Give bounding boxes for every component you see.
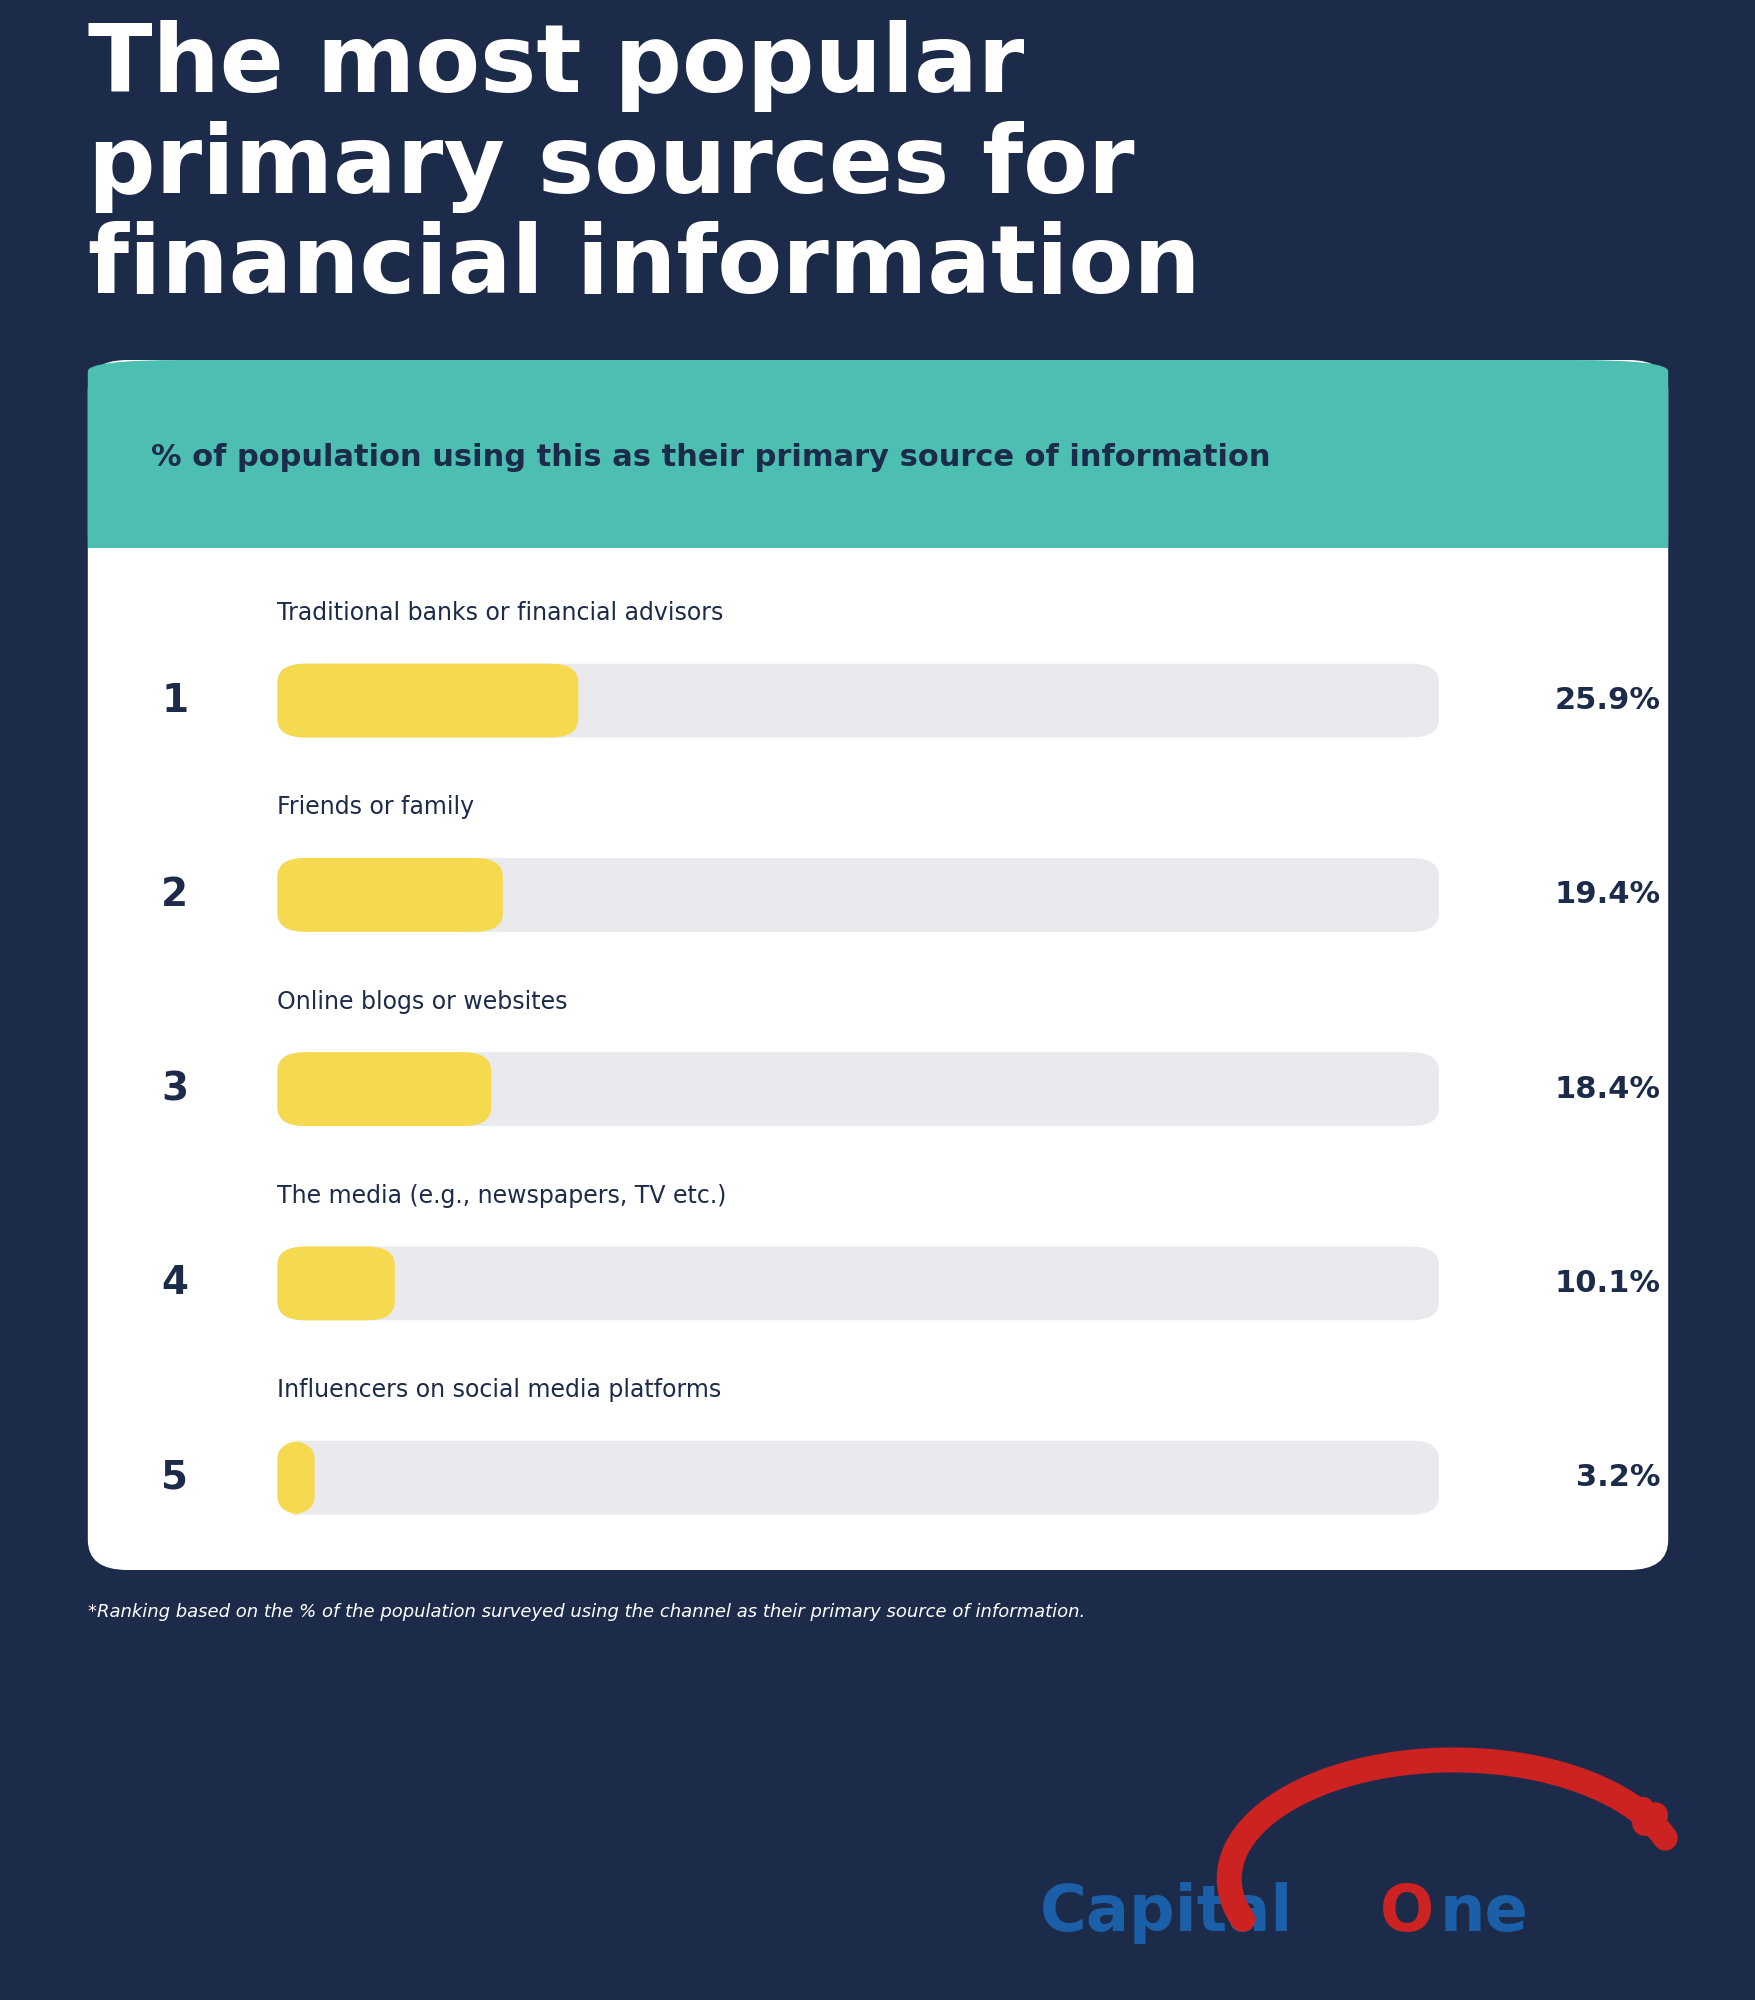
Text: 2: 2 bbox=[161, 876, 188, 914]
FancyBboxPatch shape bbox=[277, 858, 502, 932]
FancyBboxPatch shape bbox=[88, 360, 1667, 1570]
Text: Influencers on social media platforms: Influencers on social media platforms bbox=[277, 1378, 721, 1402]
Text: 4: 4 bbox=[161, 1264, 188, 1302]
Text: *Ranking based on the % of the population surveyed using the channel as their pr: *Ranking based on the % of the populatio… bbox=[88, 1604, 1085, 1620]
Text: 5: 5 bbox=[161, 1458, 188, 1496]
Text: Friends or family: Friends or family bbox=[277, 796, 474, 820]
Text: 10.1%: 10.1% bbox=[1553, 1268, 1660, 1298]
Text: Traditional banks or financial advisors: Traditional banks or financial advisors bbox=[277, 602, 723, 626]
Text: Capital: Capital bbox=[1039, 1882, 1292, 1944]
Text: capitalone.co.uk/blog/social-media-finance-report: capitalone.co.uk/blog/social-media-finan… bbox=[88, 1868, 907, 1896]
FancyBboxPatch shape bbox=[277, 1440, 314, 1514]
Text: Online blogs or websites: Online blogs or websites bbox=[277, 990, 567, 1014]
Text: 25.9%: 25.9% bbox=[1553, 686, 1660, 716]
Text: ne: ne bbox=[1439, 1882, 1529, 1944]
FancyBboxPatch shape bbox=[277, 1052, 1439, 1126]
Text: The media (e.g., newspapers, TV etc.): The media (e.g., newspapers, TV etc.) bbox=[277, 1184, 727, 1208]
Text: 19.4%: 19.4% bbox=[1553, 880, 1660, 910]
Text: 18.4%: 18.4% bbox=[1553, 1074, 1660, 1104]
Text: 1: 1 bbox=[161, 682, 188, 720]
FancyBboxPatch shape bbox=[277, 664, 577, 738]
Text: Find out more at:: Find out more at: bbox=[88, 1772, 290, 1796]
Text: O: O bbox=[1379, 1882, 1434, 1944]
FancyBboxPatch shape bbox=[277, 858, 1439, 932]
Text: % of population using this as their primary source of information: % of population using this as their prim… bbox=[151, 444, 1271, 472]
FancyBboxPatch shape bbox=[277, 1052, 491, 1126]
FancyBboxPatch shape bbox=[277, 1246, 395, 1320]
Text: 3: 3 bbox=[161, 1070, 188, 1108]
FancyBboxPatch shape bbox=[277, 1440, 1439, 1514]
Text: 3.2%: 3.2% bbox=[1574, 1464, 1660, 1492]
FancyBboxPatch shape bbox=[88, 454, 1667, 548]
FancyBboxPatch shape bbox=[277, 664, 1439, 738]
Text: The most popular
primary sources for
financial information: The most popular primary sources for fin… bbox=[88, 20, 1200, 314]
FancyBboxPatch shape bbox=[88, 360, 1667, 548]
FancyBboxPatch shape bbox=[277, 1246, 1439, 1320]
